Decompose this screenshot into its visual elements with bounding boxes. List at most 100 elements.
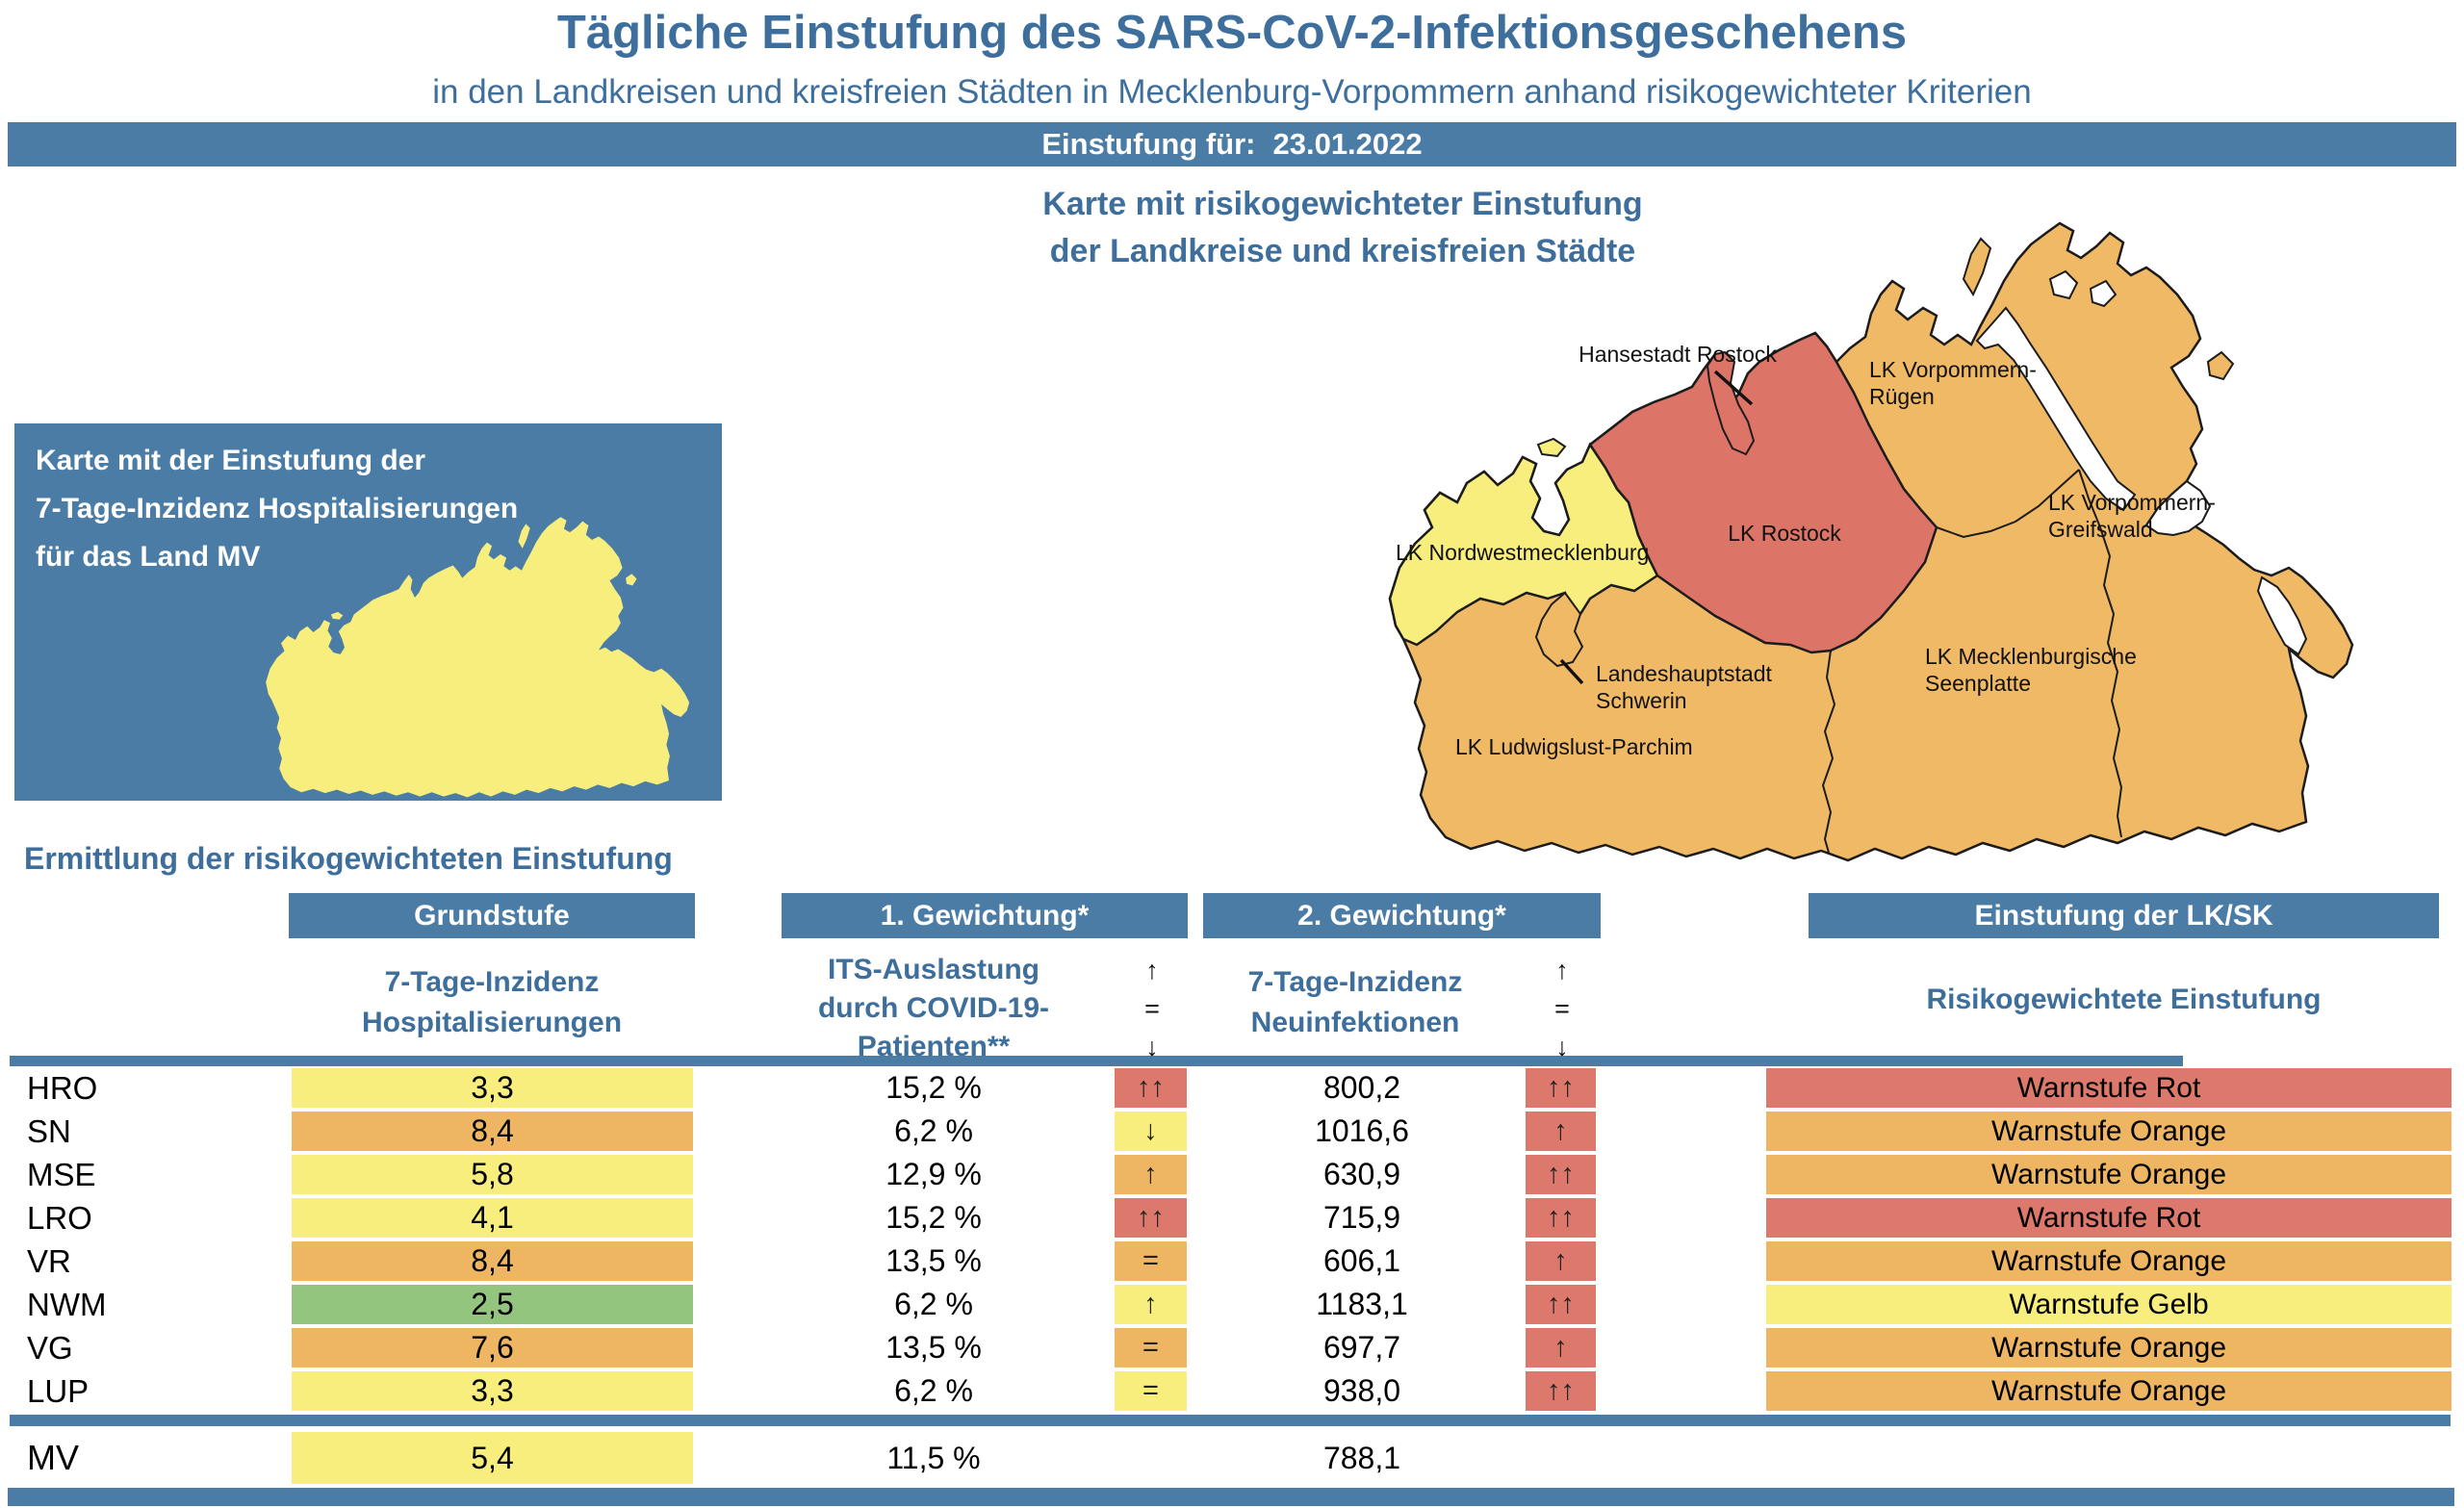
colgroup-grundstufe: Grundstufe — [289, 893, 695, 938]
grundstufe-cell: 3,3 — [292, 1371, 693, 1411]
label-ludwigslust-parchim: LK Ludwigslust-Parchim — [1455, 734, 1693, 759]
neuinfektionen-value: 606,1 — [1322, 1243, 1401, 1278]
its-trend-badge: ↑↑ — [1115, 1198, 1187, 1238]
water-channels — [1975, 269, 2308, 656]
district-code: MSE — [27, 1157, 96, 1192]
table-row: LUP 3,3 6,2 % = 938,0 ↑↑ Warnstufe Orang… — [0, 1371, 2464, 1415]
subheader-its-line1: ITS-Auslastung — [827, 954, 1040, 985]
schwerin-pointer-line — [1559, 658, 1584, 685]
grundstufe-cell: 5,8 — [292, 1155, 693, 1194]
hospitalization-map-caption: Karte mit der Einstufung der 7-Tage-Inzi… — [36, 437, 518, 581]
region-schwerin — [1534, 591, 1584, 668]
neuinfektionen-value: 1016,6 — [1315, 1113, 1409, 1148]
table-row: LRO 4,1 15,2 % ↑↑ 715,9 ↑↑ Warnstufe Rot — [0, 1198, 2464, 1241]
table-row: SN 8,4 6,2 % ↓ 1016,6 ↑ Warnstufe Orange — [0, 1112, 2464, 1155]
neuinfektionen-value: 715,9 — [1322, 1200, 1401, 1235]
label-hansestadt-rostock: Hansestadt Rostock — [1578, 342, 1777, 367]
its-value: 6,2 % — [894, 1287, 973, 1321]
neu-trend-badge: ↑↑ — [1526, 1285, 1596, 1324]
caption-line-1: Karte mit der Einstufung der — [36, 445, 426, 476]
neuinfektionen-value: 630,9 — [1322, 1157, 1401, 1191]
neu-trend-badge: ↑↑ — [1526, 1155, 1596, 1194]
its-value: 6,2 % — [894, 1373, 973, 1408]
warnstufe-cell: Warnstufe Orange — [1766, 1371, 2451, 1411]
its-trend-badge: ↓ — [1115, 1112, 1187, 1151]
label-vorpommern-greifswald-1: LK Vorpommern- — [2048, 490, 2216, 515]
region-nordwestmecklenburg — [1388, 442, 1659, 647]
neuinfektionen-value: 800,2 — [1322, 1070, 1401, 1105]
warnstufe-cell: Warnstufe Rot — [1766, 1198, 2451, 1238]
neuinfektionen-value: 1183,1 — [1316, 1287, 1408, 1321]
label-vorpommern-greifswald-2: Greifswald — [2048, 517, 2153, 542]
poel-island — [1537, 438, 1566, 457]
table-row: HRO 3,3 15,2 % ↑↑ 800,2 ↑↑ Warnstufe Rot — [0, 1068, 2464, 1112]
colgroup-gewichtung-1: 1. Gewichtung* — [782, 893, 1188, 938]
its-value: 13,5 % — [886, 1330, 982, 1365]
its-value: 15,2 % — [886, 1070, 982, 1105]
subheader-grundstufe-line2: Hospitalisierungen — [361, 1007, 623, 1038]
table-row: MSE 5,8 12,9 % ↑ 630,9 ↑↑ Warnstufe Oran… — [0, 1155, 2464, 1198]
its-trend-badge: ↑ — [1115, 1155, 1187, 1194]
summary-divider — [10, 1415, 2451, 1426]
warnstufe-cell: Warnstufe Orange — [1766, 1112, 2451, 1151]
page-title: Tägliche Einstufung des SARS-CoV-2-Infek… — [556, 7, 1908, 59]
table-row: VR 8,4 13,5 % = 606,1 ↑ Warnstufe Orange — [0, 1241, 2464, 1285]
neu-trend-badge: ↑↑ — [1526, 1198, 1596, 1238]
warnstufe-cell: Warnstufe Gelb — [1766, 1285, 2451, 1324]
subheader-neu-line2: Neuinfektionen — [1250, 1007, 1460, 1038]
warnstufe-cell: Warnstufe Rot — [1766, 1068, 2451, 1108]
its-value: 11,5 % — [886, 1441, 981, 1475]
district-map: Hansestadt Rostock LK Vorpommern- Rügen … — [1388, 221, 2354, 862]
date-banner: Einstufung für: 23.01.2022 — [8, 122, 2456, 166]
mv-state-silhouette — [266, 517, 690, 798]
grundstufe-cell: 3,3 — [292, 1068, 693, 1108]
its-trend-badge: = — [1115, 1328, 1187, 1367]
its-value: 6,2 % — [894, 1113, 973, 1148]
subheader-its-line2: durch COVID-19- — [817, 992, 1050, 1024]
its-trend-badge: ↑↑ — [1115, 1068, 1187, 1108]
label-lk-rostock: LK Rostock — [1728, 521, 1841, 546]
subheader-grundstufe: 7-Tage-Inzidenz Hospitalisierungen — [289, 962, 695, 1043]
district-code: VG — [27, 1330, 73, 1366]
label-vorpommern-ruegen-2: Rügen — [1869, 384, 1935, 409]
hospitalization-map-panel: Karte mit der Einstufung der 7-Tage-Inzi… — [14, 423, 722, 801]
district-code: NWM — [27, 1287, 107, 1322]
label-schwerin-1: Landeshauptstadt — [1596, 661, 1772, 686]
neu-trend-badge: ↑ — [1526, 1112, 1596, 1151]
header-divider — [10, 1056, 2183, 1066]
district-code: LUP — [27, 1373, 90, 1409]
warnstufe-cell: Warnstufe Orange — [1766, 1155, 2451, 1194]
label-seenplatte-1: LK Mecklenburgische — [1925, 644, 2137, 669]
its-trend-badge: = — [1115, 1371, 1187, 1411]
neu-trend-badge: ↑↑ — [1526, 1371, 1596, 1411]
its-value: 15,2 % — [886, 1200, 982, 1235]
rostock-pointer-line — [1713, 370, 1754, 406]
label-schwerin-2: Schwerin — [1596, 688, 1687, 713]
district-map-title-line1: Karte mit risikogewichteter Einstufung — [1042, 186, 1643, 222]
district-map-title: Karte mit risikogewichteter Einstufung d… — [962, 181, 1723, 275]
grundstufe-cell: 5,4 — [292, 1432, 693, 1484]
subheader-grundstufe-line1: 7-Tage-Inzidenz — [384, 966, 600, 998]
warnstufe-cell: Warnstufe Orange — [1766, 1328, 2451, 1367]
subheader-neuinfektionen: 7-Tage-Inzidenz Neuinfektionen — [1211, 962, 1500, 1043]
legend-down-arrow-icon: ↓ — [1555, 1033, 1569, 1061]
grundstufe-cell: 7,6 — [292, 1328, 693, 1367]
neuinfektionen-value: 938,0 — [1322, 1373, 1401, 1408]
page-subtitle: in den Landkreisen und kreisfreien Städt… — [432, 73, 2032, 111]
colgroup-gewichtung-2: 2. Gewichtung* — [1203, 893, 1601, 938]
its-value: 12,9 % — [886, 1157, 982, 1191]
region-hansestadt-rostock — [1706, 350, 1756, 456]
district-code: SN — [27, 1113, 71, 1149]
grundstufe-cell: 8,4 — [292, 1241, 693, 1281]
grundstufe-cell: 4,1 — [292, 1198, 693, 1238]
table-row: VG 7,6 13,5 % = 697,7 ↑ Warnstufe Orange — [0, 1328, 2464, 1371]
summary-row: MV 5,4 11,5 % 788,1 — [0, 1432, 2464, 1484]
district-code: MV — [27, 1438, 79, 1477]
table-row: NWM 2,5 6,2 % ↑ 1183,1 ↑↑ Warnstufe Gelb — [0, 1285, 2464, 1328]
date-banner-label: Einstufung für: — [1041, 127, 1256, 161]
neu-trend-badge: ↑↑ — [1526, 1068, 1596, 1108]
warnstufe-cell: Warnstufe Orange — [1766, 1241, 2451, 1281]
classification-date: 23.01.2022 — [1272, 127, 1423, 161]
district-code: LRO — [27, 1200, 92, 1236]
